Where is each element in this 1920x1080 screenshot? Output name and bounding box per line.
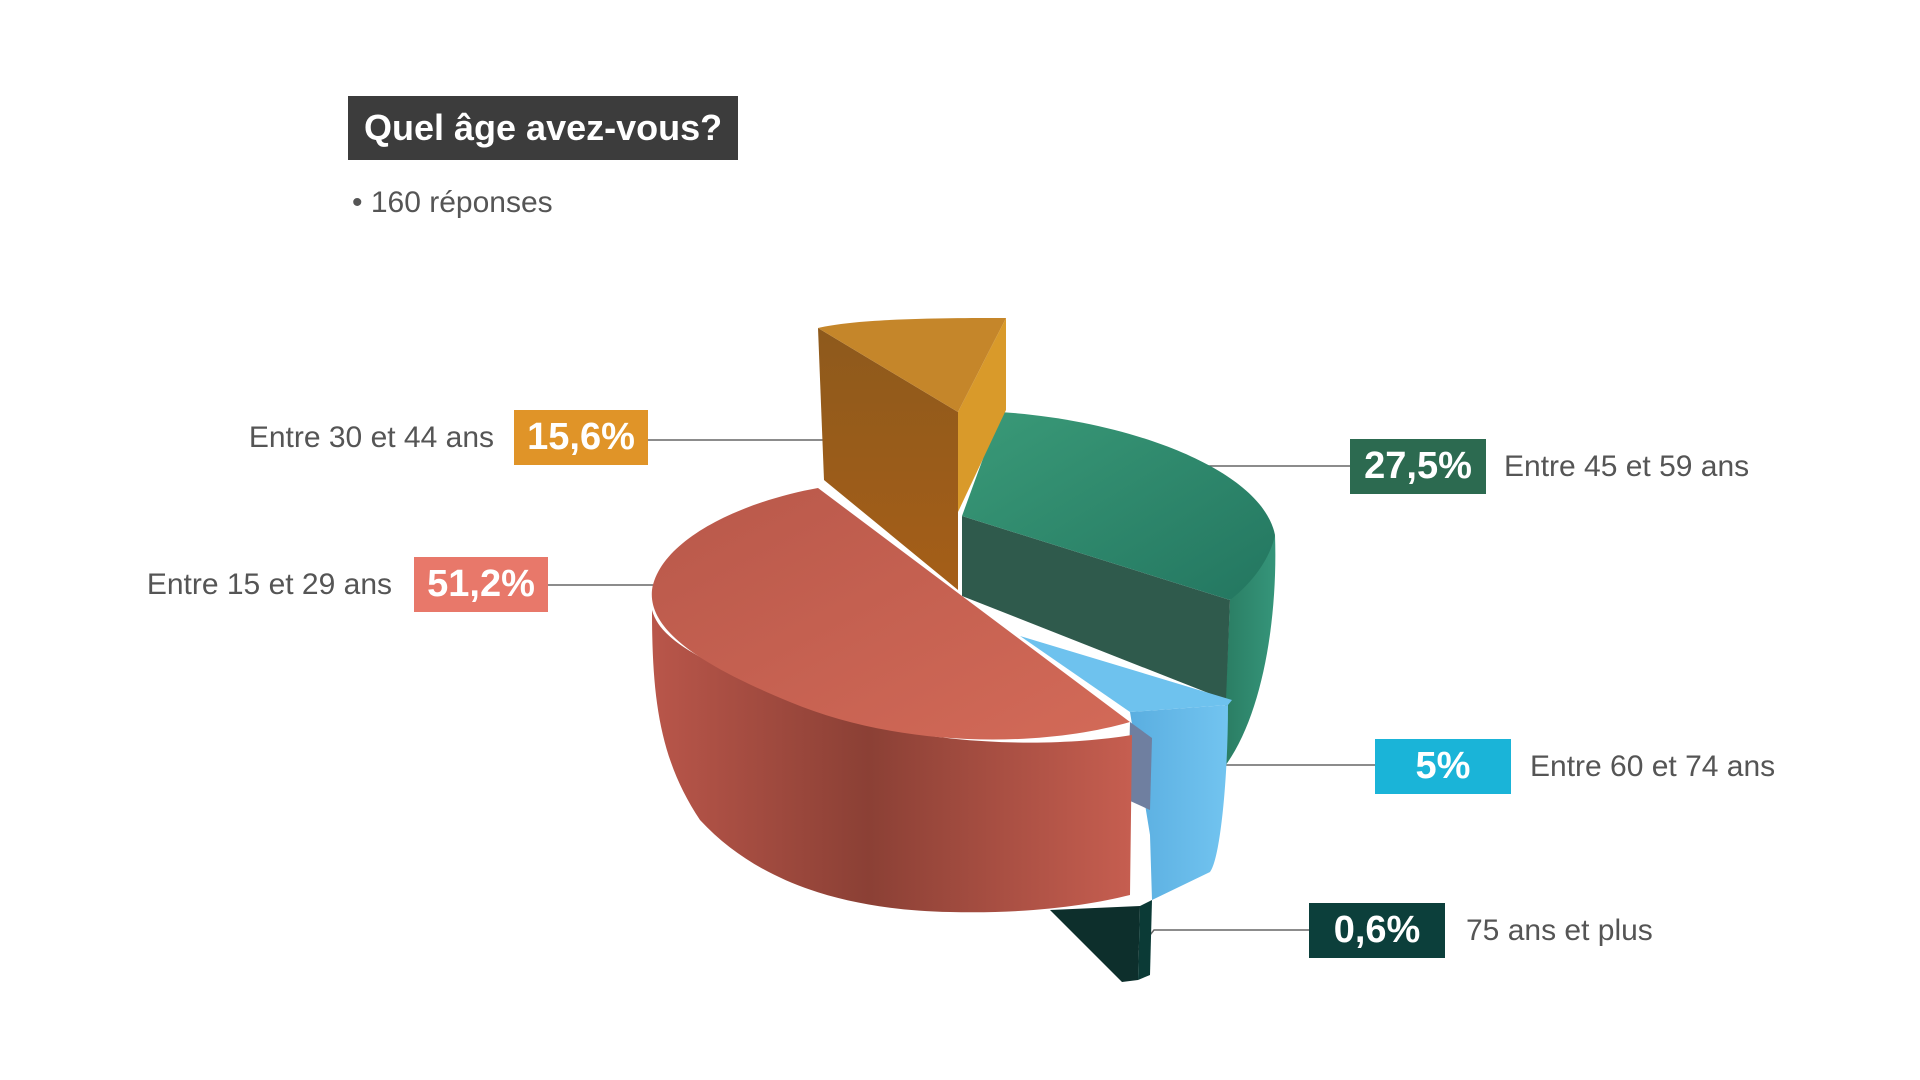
- category-label-45-59: Entre 45 et 59 ans: [1504, 450, 1750, 483]
- category-label-30-44: Entre 30 et 44 ans: [248, 421, 494, 454]
- slice-top-30-44: [818, 318, 1006, 412]
- value-label-45-59: 27,5%: [1350, 439, 1486, 494]
- pie-3d-body: [651, 318, 1276, 982]
- slice-wall-45-59: [962, 516, 1230, 700]
- value-label-60-74: 5%: [1375, 739, 1511, 794]
- slice-side-75plus-edge: [1138, 900, 1152, 980]
- category-label-15-29: Entre 15 et 29 ans: [146, 568, 392, 601]
- category-label-75plus: 75 ans et plus: [1466, 914, 1653, 947]
- leader-line-75plus: [1137, 929, 1309, 951]
- slice-wall-30-44: [818, 328, 958, 590]
- slice-inner-60-74: [1128, 722, 1152, 810]
- value-label-30-44: 15,6%: [514, 410, 648, 465]
- slice-side-30-44: [958, 318, 1006, 512]
- slice-top-60-74: [1020, 636, 1232, 712]
- category-label-60-74: Entre 60 et 74 ans: [1530, 750, 1776, 783]
- slice-top-45-59: [962, 412, 1275, 600]
- slice-side-15-29: [652, 610, 1132, 913]
- value-label-75plus: 0,6%: [1309, 903, 1445, 958]
- slice-side-60-74: [1130, 705, 1228, 900]
- slice-side-75plus: [1050, 906, 1140, 982]
- chart-title: Quel âge avez-vous?: [348, 96, 739, 160]
- slice-top-15-29: [651, 488, 1130, 740]
- chart-subtitle: • 160 réponses: [352, 186, 553, 219]
- leader-line-60-74: [1199, 764, 1375, 785]
- value-label-15-29: 51,2%: [414, 557, 548, 612]
